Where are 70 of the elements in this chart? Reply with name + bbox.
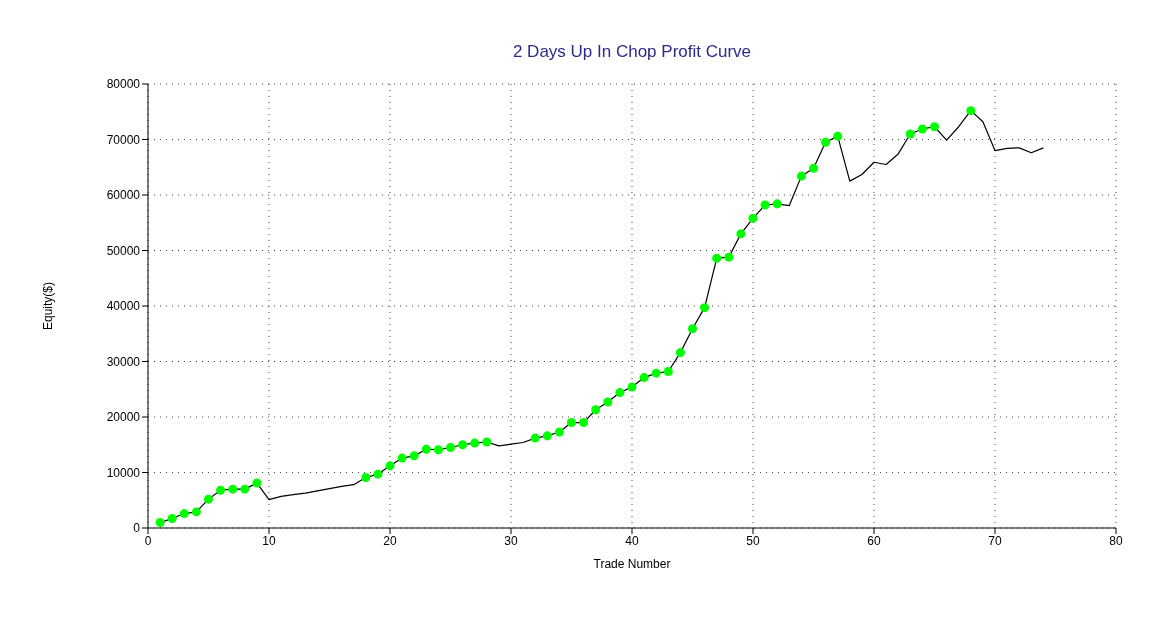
point <box>203 494 214 504</box>
point <box>808 163 819 173</box>
x-tick-label: 60 <box>867 533 881 548</box>
point <box>155 517 165 527</box>
point <box>627 382 637 392</box>
point <box>191 507 201 517</box>
y-tick-label: 50000 <box>106 243 141 258</box>
point <box>179 509 189 519</box>
y-tick-label: 60000 <box>106 188 141 203</box>
point <box>397 453 407 463</box>
x-tick-label: 30 <box>504 533 518 548</box>
x-tick-label: 50 <box>746 533 760 548</box>
x-tick-label: 70 <box>988 533 1002 548</box>
point <box>833 131 843 141</box>
point <box>482 437 492 447</box>
point <box>252 478 262 488</box>
point <box>651 368 661 378</box>
point <box>700 303 710 313</box>
point <box>760 200 770 210</box>
point <box>748 213 758 223</box>
point <box>385 461 395 471</box>
y-tick-label: 30000 <box>106 354 141 369</box>
chart-title: 2 Days Up In Chop Profit Curve <box>511 42 753 62</box>
point <box>542 431 552 441</box>
y-tick-label: 70000 <box>106 132 141 147</box>
x-tick-label: 40 <box>625 533 639 548</box>
point <box>724 252 734 262</box>
y-tick-label: 20000 <box>106 410 141 425</box>
point <box>228 484 238 494</box>
point <box>663 366 673 376</box>
point <box>736 229 746 239</box>
point <box>240 484 250 494</box>
point <box>591 405 601 415</box>
point <box>167 514 177 524</box>
point <box>603 397 613 407</box>
point <box>554 427 564 437</box>
point <box>687 324 698 334</box>
point <box>639 373 649 383</box>
point <box>470 438 480 448</box>
point <box>966 106 976 116</box>
point <box>675 348 685 358</box>
y-tick-label: 80000 <box>106 77 141 92</box>
x-axis-title: Trade Number <box>593 557 671 571</box>
point <box>421 444 431 454</box>
point <box>361 472 371 482</box>
point <box>433 445 443 455</box>
point <box>929 122 940 132</box>
x-tick-label: 0 <box>144 533 152 548</box>
point <box>796 171 806 181</box>
x-tick-label: 10 <box>262 533 276 548</box>
y-tick-label: 0 <box>133 521 141 536</box>
point <box>458 440 468 450</box>
y-tick-label: 40000 <box>106 299 141 314</box>
point <box>530 433 540 443</box>
point <box>712 253 722 263</box>
point <box>917 124 927 134</box>
point <box>445 443 456 453</box>
point <box>615 388 625 398</box>
point <box>409 451 419 461</box>
x-tick-label: 80 <box>1109 533 1123 548</box>
point <box>216 485 226 495</box>
point <box>579 418 589 428</box>
point <box>566 418 577 428</box>
point <box>373 469 383 479</box>
point <box>905 129 915 139</box>
x-tick-label: 20 <box>383 533 397 548</box>
point <box>772 199 782 209</box>
y-tick-label: 10000 <box>106 465 141 480</box>
y-axis-title: Equity($) <box>41 281 56 331</box>
point <box>821 137 831 147</box>
